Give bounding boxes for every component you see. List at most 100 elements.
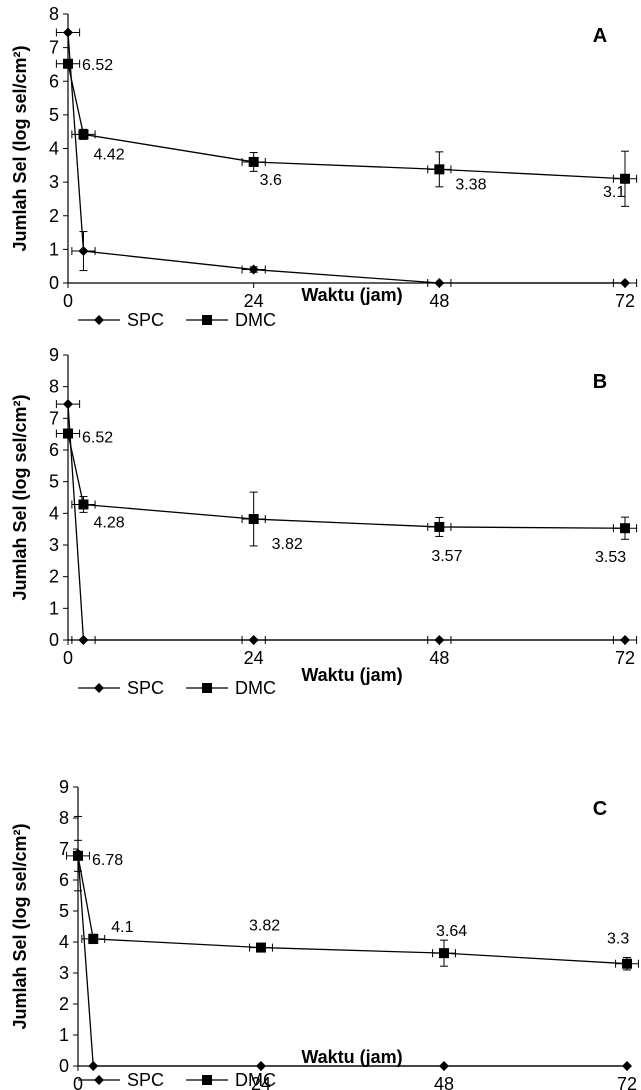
series-dmc: 6.78 4.1 3.82 3.64 3.3 bbox=[66, 839, 639, 971]
x-tick-label: 48 bbox=[429, 648, 449, 668]
x-tick-label: 72 bbox=[617, 1074, 637, 1090]
dmc-point bbox=[620, 523, 630, 534]
spc-point bbox=[620, 635, 630, 645]
y-tick-label: 4 bbox=[49, 503, 59, 523]
dmc-data-label: 6.52 bbox=[82, 430, 113, 447]
dmc-data-label: 3.64 bbox=[436, 923, 467, 940]
panel-letter: B bbox=[593, 371, 607, 393]
x-tick-label: 0 bbox=[63, 648, 73, 668]
dmc-point bbox=[620, 173, 630, 184]
legend-spc-label: SPC bbox=[127, 310, 164, 330]
x-tick-label: 72 bbox=[615, 291, 635, 311]
y-tick-label: 1 bbox=[49, 239, 59, 259]
x-tick-label: 0 bbox=[63, 291, 73, 311]
legend-dmc-label: DMC bbox=[235, 678, 276, 698]
y-tick-label: 7 bbox=[49, 38, 59, 58]
legend-dmc-label: DMC bbox=[235, 1070, 276, 1090]
x-tick-label: 0 bbox=[73, 1074, 83, 1090]
y-tick-label: 0 bbox=[49, 630, 59, 650]
x-tick-label: 72 bbox=[615, 648, 635, 668]
legend-spc-label: SPC bbox=[127, 1070, 164, 1090]
series-dmc: 6.52 4.42 3.6 3.38 3.1 bbox=[55, 57, 638, 207]
legend-spc-marker bbox=[94, 1075, 104, 1085]
legend-dmc-marker bbox=[202, 683, 212, 693]
legend-spc-label: SPC bbox=[127, 678, 164, 698]
legend-dmc-label: DMC bbox=[235, 310, 276, 330]
x-axis-title: Waktu (jam) bbox=[301, 1047, 402, 1067]
legend-spc-marker bbox=[94, 683, 104, 693]
dmc-point bbox=[248, 156, 259, 167]
x-tick-label: 24 bbox=[244, 291, 264, 311]
y-tick-label: 5 bbox=[49, 472, 59, 492]
dmc-point bbox=[434, 164, 445, 175]
spc-line bbox=[77, 853, 627, 1067]
series-spc bbox=[55, 27, 638, 288]
y-tick-label: 8 bbox=[59, 808, 69, 828]
dmc-line bbox=[77, 855, 628, 965]
y-tick-label: 6 bbox=[49, 440, 59, 460]
y-tick-label: 1 bbox=[49, 598, 59, 618]
dmc-data-label: 4.28 bbox=[93, 514, 124, 531]
y-tick-label: 3 bbox=[59, 963, 69, 983]
y-tick-label: 1 bbox=[59, 1025, 69, 1045]
y-tick-label: 2 bbox=[49, 567, 59, 587]
spc-point bbox=[622, 1061, 632, 1071]
legend: SPC DMC bbox=[78, 1070, 276, 1090]
spc-point bbox=[439, 1061, 449, 1071]
y-tick-label: 5 bbox=[49, 105, 59, 125]
y-axis-title: Jumlah Sel (log sel/cm²) bbox=[10, 394, 30, 600]
x-axis-title: Waktu (jam) bbox=[301, 285, 402, 305]
series-dmc: 6.52 4.28 3.82 3.57 3.53 bbox=[55, 428, 638, 566]
y-tick-label: 8 bbox=[49, 377, 59, 397]
spc-point bbox=[78, 635, 89, 645]
spc-point bbox=[248, 264, 259, 275]
x-tick-label: 24 bbox=[251, 1074, 271, 1090]
y-tick-label: 4 bbox=[49, 139, 59, 159]
x-tick-label: 48 bbox=[434, 1074, 454, 1090]
dmc-line bbox=[67, 63, 626, 180]
y-tick-label: 2 bbox=[49, 206, 59, 226]
y-axis-title: Jumlah Sel (log sel/cm²) bbox=[10, 823, 30, 1029]
x-tick-label: 48 bbox=[429, 291, 449, 311]
dmc-point bbox=[434, 521, 445, 532]
y-tick-label: 3 bbox=[49, 172, 59, 192]
y-tick-label: 6 bbox=[59, 870, 69, 890]
y-tick-label: 0 bbox=[49, 273, 59, 293]
dmc-data-label: 3.1 bbox=[603, 184, 625, 201]
dmc-data-label: 3.6 bbox=[260, 172, 282, 189]
dmc-data-label: 3.38 bbox=[455, 176, 486, 193]
y-tick-label: 6 bbox=[49, 71, 59, 91]
y-tick-label: 7 bbox=[59, 839, 69, 859]
dmc-point bbox=[439, 948, 449, 959]
dmc-point bbox=[73, 850, 83, 861]
dmc-line bbox=[67, 433, 626, 529]
panel-letter: C bbox=[593, 798, 607, 820]
series-spc bbox=[55, 399, 638, 645]
x-tick-label: 24 bbox=[244, 648, 264, 668]
dmc-data-label: 4.1 bbox=[111, 919, 133, 936]
y-tick-label: 2 bbox=[59, 994, 69, 1014]
y-tick-label: 8 bbox=[49, 4, 59, 24]
spc-point bbox=[63, 399, 73, 410]
spc-point bbox=[256, 1061, 266, 1071]
spc-line bbox=[67, 32, 625, 284]
legend: SPC DMC bbox=[78, 678, 276, 698]
legend-spc-marker bbox=[94, 315, 104, 325]
dmc-point bbox=[63, 428, 73, 439]
dmc-data-label: 3.57 bbox=[431, 548, 462, 565]
panel-c: 0 1 2 3 4 5 6 7 8 9 0 24 48 72 Jumlah Sel (log sel/cm²… bbox=[10, 777, 639, 1090]
dmc-data-label: 6.52 bbox=[82, 57, 113, 74]
dmc-data-label: 3.53 bbox=[595, 549, 626, 566]
spc-point bbox=[434, 635, 445, 645]
dmc-data-label: 3.3 bbox=[607, 931, 629, 948]
dmc-point bbox=[78, 499, 89, 510]
y-axis-title: Jumlah Sel (log sel/cm²) bbox=[10, 45, 30, 251]
y-tick-label: 7 bbox=[49, 408, 59, 428]
y-tick-label: 0 bbox=[59, 1056, 69, 1076]
panel-b: 0 1 2 3 4 5 6 7 8 9 0 24 48 72 Jumlah Sel (log sel/cm²… bbox=[10, 345, 638, 698]
dmc-data-label: 3.82 bbox=[272, 536, 303, 553]
legend-dmc-marker bbox=[202, 1075, 212, 1085]
y-tick-label: 3 bbox=[49, 535, 59, 555]
dmc-data-label: 4.42 bbox=[93, 146, 124, 163]
